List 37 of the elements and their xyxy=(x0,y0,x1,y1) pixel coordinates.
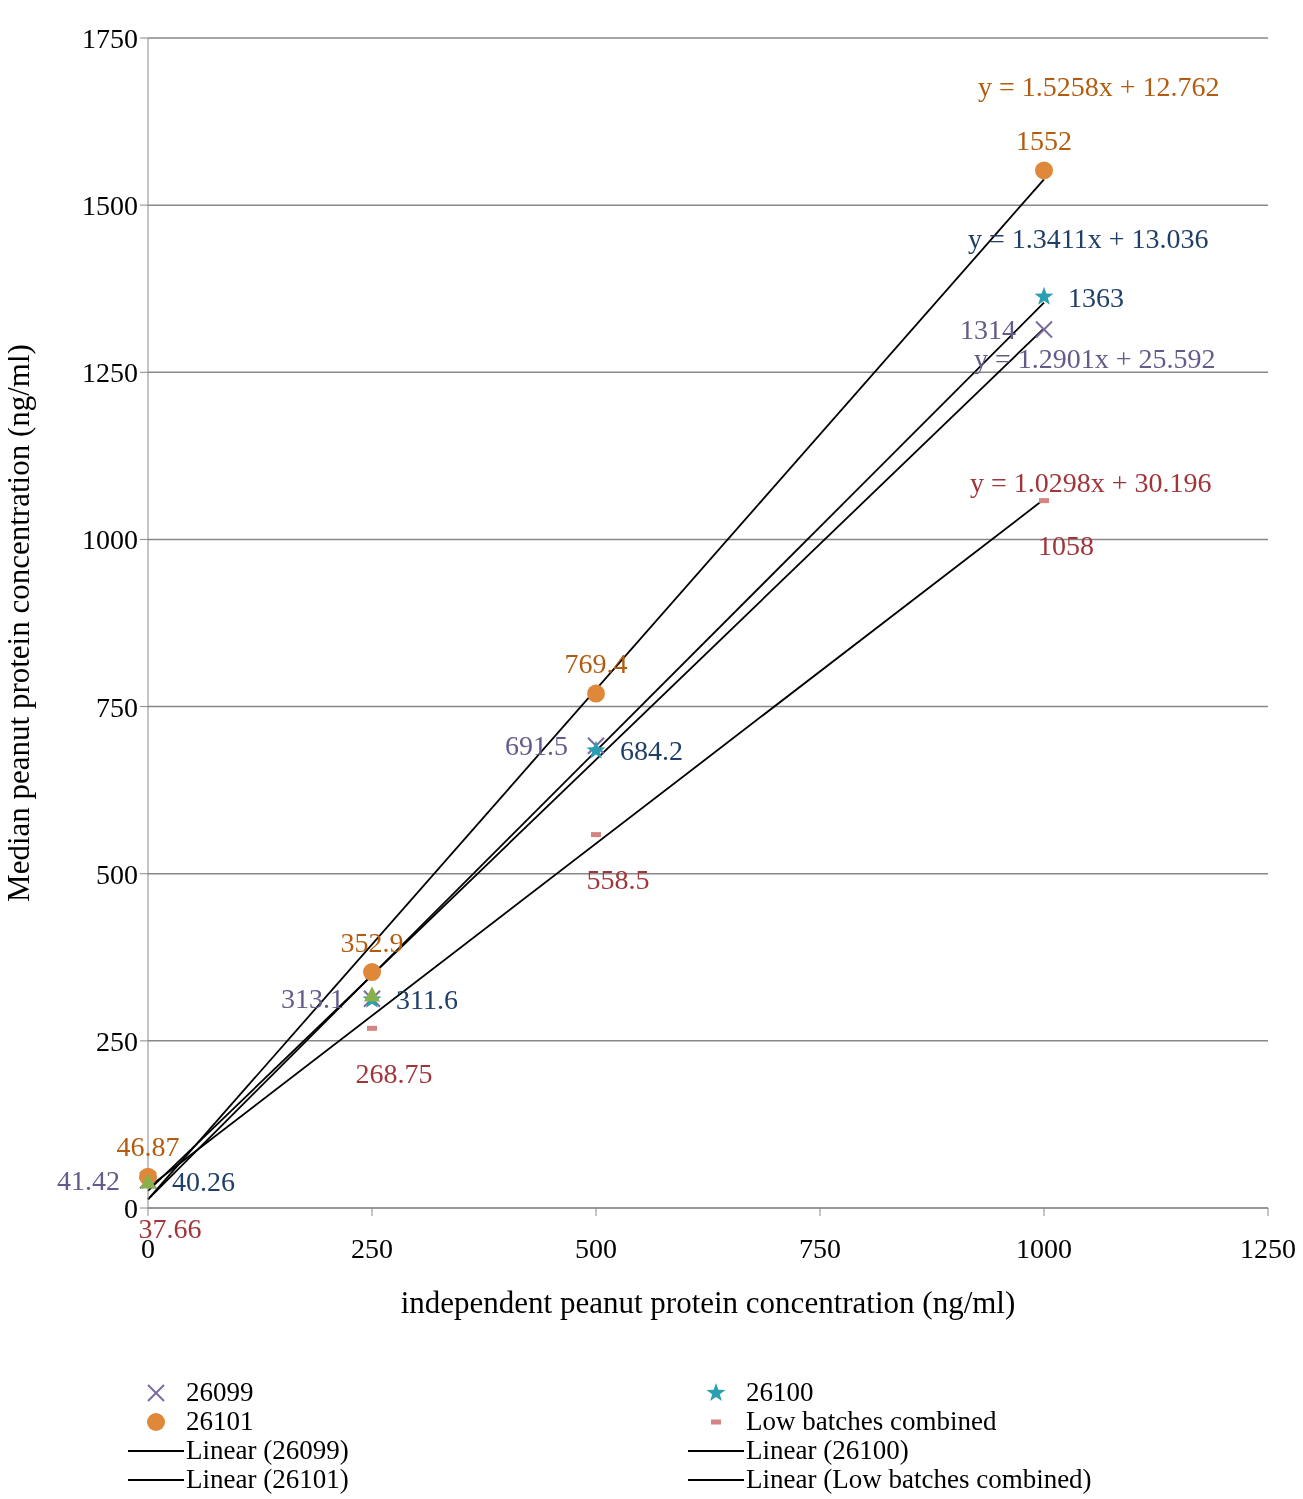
legend-label: Linear (26101) xyxy=(186,1464,349,1494)
legend-label: Linear (26100) xyxy=(746,1435,909,1465)
annotation: y = 1.5258x + 12.762 xyxy=(978,71,1220,102)
y-tick-label: 250 xyxy=(96,1025,138,1057)
x-tick-label: 250 xyxy=(351,1232,393,1264)
data-label: 558.5 xyxy=(586,864,650,896)
data-label: 1552 xyxy=(1016,125,1072,157)
y-tick-label: 500 xyxy=(96,858,138,890)
x-tick-label: 750 xyxy=(799,1232,841,1264)
data-label: 41.42 xyxy=(57,1165,120,1197)
data-label: 40.26 xyxy=(172,1165,235,1197)
annotation: y = 1.3411x + 13.036 xyxy=(968,223,1209,254)
data-label: 268.75 xyxy=(355,1058,433,1090)
data-label: 46.87 xyxy=(116,1131,180,1163)
x-tick-label: 500 xyxy=(575,1232,617,1264)
y-axis-title: Median peanut protein concentration (ng/ml) xyxy=(1,344,37,902)
annotation: y = 1.0298x + 30.196 xyxy=(970,467,1212,498)
y-tick-label: 0 xyxy=(124,1192,138,1224)
x-tick-label: 1250 xyxy=(1240,1232,1296,1264)
data-label: 1058 xyxy=(1038,530,1094,562)
legend-label: 26099 xyxy=(186,1377,254,1407)
legend-label: Linear (Low batches combined) xyxy=(746,1464,1092,1494)
data-label: 684.2 xyxy=(620,735,683,767)
x-tick-label: 1000 xyxy=(1016,1232,1072,1264)
data-label: 1314 xyxy=(960,314,1016,346)
data-label: 311.6 xyxy=(396,984,458,1016)
x-axis-title: independent peanut protein concentration (ng/ml) xyxy=(400,1285,1016,1320)
y-tick-label: 1000 xyxy=(82,524,138,556)
data-label: 1363 xyxy=(1068,281,1124,313)
legend-label: 26100 xyxy=(746,1377,814,1407)
legend-label: Linear (26099) xyxy=(186,1435,349,1465)
legend-label: Low batches combined xyxy=(746,1406,997,1436)
y-tick-label: 1250 xyxy=(82,357,138,389)
y-tick-label: 1500 xyxy=(82,190,138,222)
y-tick-label: 750 xyxy=(96,691,138,723)
y-tick-label: 1750 xyxy=(82,22,138,54)
legend-label: 26101 xyxy=(186,1406,254,1436)
